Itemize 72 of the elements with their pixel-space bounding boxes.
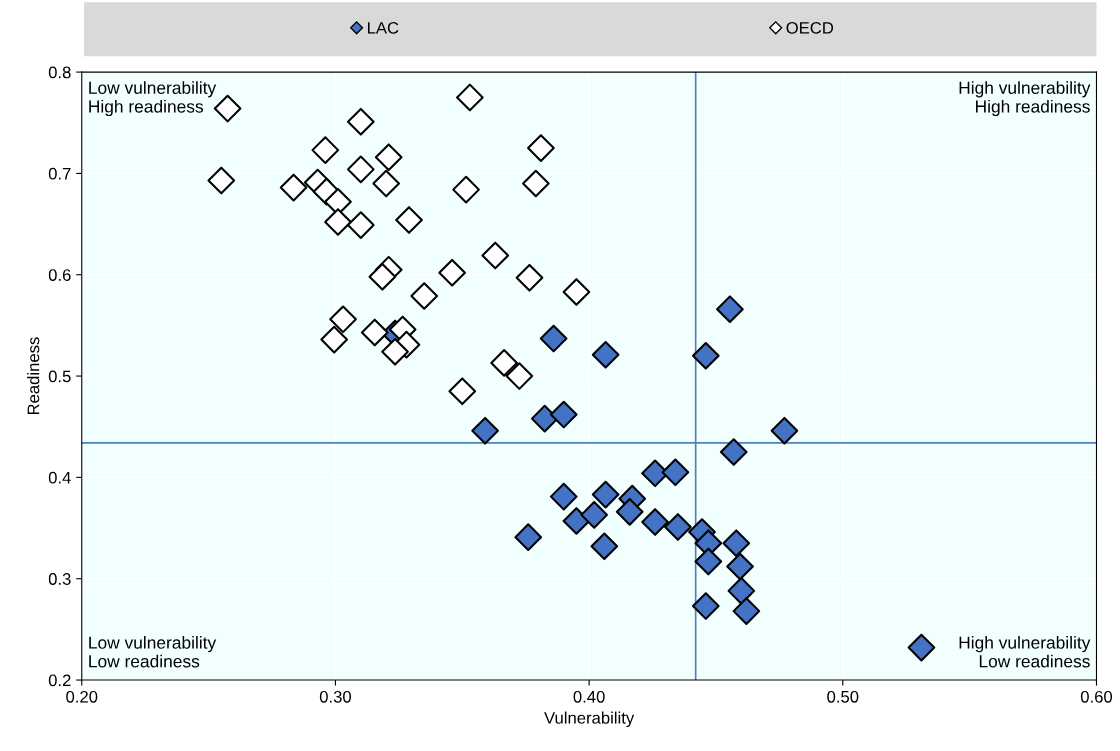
point — [591, 340, 620, 369]
point — [514, 523, 543, 552]
point — [549, 482, 578, 511]
y-axis-title: Readiness — [27, 337, 40, 415]
point — [410, 282, 439, 310]
point — [395, 206, 423, 234]
annotation: Low vulnerability Low readiness — [89, 636, 217, 668]
point — [505, 362, 534, 390]
point — [368, 262, 397, 291]
annotation: High vulnerability Low readiness — [959, 636, 1091, 668]
point — [438, 258, 466, 287]
y-tick-label: 0.8 — [48, 66, 71, 79]
point — [207, 166, 236, 195]
point — [490, 349, 518, 377]
point — [527, 134, 555, 162]
point — [580, 501, 609, 529]
point — [279, 173, 308, 202]
point — [522, 169, 550, 198]
legend-label: LAC — [367, 21, 399, 34]
point — [471, 416, 499, 445]
point — [641, 508, 669, 536]
point — [694, 547, 723, 576]
y-tick-label: 0.2 — [48, 674, 71, 687]
legend-label: OECD — [786, 21, 834, 34]
point — [324, 208, 352, 236]
x-tick-label: 0.50 — [827, 690, 859, 703]
point — [372, 169, 401, 198]
point — [549, 400, 578, 429]
point — [381, 337, 409, 366]
y-tick-label: 0.5 — [48, 370, 71, 383]
point — [591, 480, 620, 509]
point — [664, 513, 692, 541]
point — [719, 438, 748, 466]
point — [374, 143, 403, 172]
annotation: High vulnerability High readiness — [959, 81, 1091, 117]
point — [346, 155, 375, 184]
point — [329, 305, 357, 334]
x-tick-label: 0.40 — [573, 690, 605, 703]
point — [615, 497, 644, 526]
x-tick-label: 0.60 — [1080, 690, 1113, 703]
point — [346, 107, 375, 136]
point — [320, 325, 349, 354]
x-tick-label: 0.30 — [319, 690, 352, 703]
y-tick-label: 0.6 — [48, 269, 71, 281]
point — [456, 83, 484, 112]
point — [691, 341, 720, 370]
point — [716, 295, 744, 324]
x-axis-title: Vulnerability — [544, 711, 635, 728]
point — [452, 175, 480, 204]
y-tick-label: 0.4 — [48, 471, 71, 484]
point — [360, 318, 389, 347]
point — [448, 377, 477, 406]
point — [311, 136, 340, 164]
point — [727, 577, 756, 605]
point — [691, 592, 720, 620]
y-tick-label: 0.7 — [48, 167, 71, 180]
point — [346, 211, 375, 239]
point — [726, 552, 754, 581]
annotation: Low vulnerability High readiness — [89, 81, 217, 117]
point — [590, 532, 619, 561]
point — [770, 416, 799, 445]
point — [539, 324, 568, 353]
point — [661, 458, 690, 487]
point — [732, 597, 761, 625]
point — [907, 633, 936, 662]
x-tick-label: 0.20 — [66, 690, 98, 703]
point — [530, 404, 559, 433]
point — [515, 263, 544, 292]
point — [481, 241, 510, 270]
point — [722, 529, 751, 558]
y-tick-label: 0.3 — [48, 573, 71, 585]
point — [562, 278, 591, 306]
